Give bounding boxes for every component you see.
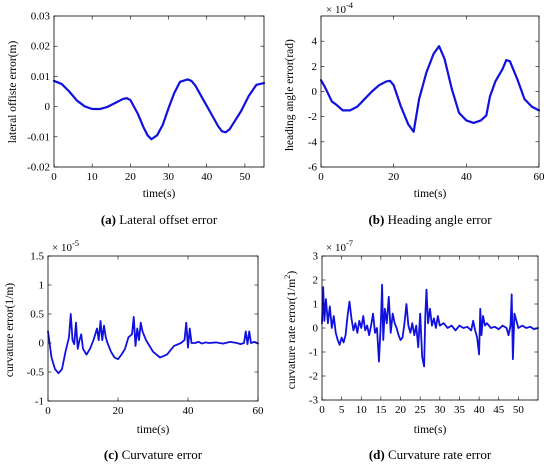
panel-b: × 10-4 time(s) heading angle error(rad) … (284, 0, 545, 227)
caption-a-tag: (a) (101, 212, 116, 227)
plot-b-exponent-base: × 10 (326, 4, 346, 16)
plot-d-series-line (321, 283, 539, 368)
plot-c-ytick-label: 0.5 (30, 309, 44, 321)
plot-b-ytick-label: 0 (312, 86, 318, 98)
plot-d-exponent-base: × 10 (326, 242, 346, 254)
plot-c-xtick-label: 60 (253, 405, 265, 417)
plot-a-ytick-label: 0.01 (31, 71, 50, 83)
plot-d-xtick-label: 35 (454, 404, 466, 416)
plot-d-ytick-label: 1 (313, 299, 319, 311)
caption-c-text: Curvature error (118, 447, 202, 462)
plot-a-ylabel: lateral offiste error(m) (7, 41, 19, 144)
caption-c-tag: (c) (104, 447, 118, 462)
plot-d-xlabel: time(s) (414, 424, 447, 436)
plot-b-ytick-label: -6 (308, 162, 318, 174)
plot-a-ytick-label: 0 (45, 101, 51, 113)
plot-c-ytick-label: 1.5 (30, 251, 44, 263)
plot-c-marks (47, 313, 259, 375)
plot-d-ytick-label: -2 (309, 371, 318, 383)
plot-b-series-line (319, 45, 541, 133)
plot-b-frame (320, 15, 540, 168)
plot-a-xtick-label: 0 (51, 171, 57, 183)
plot-b-exponent: × 10-4 (326, 0, 354, 16)
plot-d-ylabel-end: ) (286, 271, 298, 275)
plot-d-ytick-label: -3 (309, 395, 319, 407)
plot-c-frame (47, 255, 259, 402)
plot-d-xtick-label: 10 (356, 404, 368, 416)
plot-b-xtick-label: 20 (388, 171, 400, 183)
plot-d-ylabel: curvature rate error(1/m2) (282, 271, 298, 390)
caption-b-text: Heading angle error (384, 212, 492, 227)
plot-b-ytick-label: 2 (312, 61, 318, 73)
caption-d-tag: (d) (369, 447, 385, 462)
plot-d-xtick-label: 15 (375, 404, 387, 416)
plot-b-ylabel: heading angle error(rad) (284, 39, 296, 151)
plot-d-xtick-label: 25 (415, 404, 427, 416)
panel-d: × 10-7 time(s) curvature rate error(1/m2… (282, 238, 539, 462)
plot-a-xtick-label: 40 (201, 171, 213, 183)
plot-c-xtick-label: 0 (45, 405, 51, 417)
plot-c-exponent: × 10-5 (52, 238, 79, 254)
plot-d-xtick-label: 30 (434, 404, 446, 416)
panel-a: time(s) lateral offiste error(m) (a) Lat… (7, 11, 266, 227)
caption-b: (b) Heading angle error (368, 212, 492, 227)
plot-c-exponent-base: × 10 (52, 242, 72, 254)
plot-d-ytick-label: 2 (313, 275, 319, 287)
plot-b-ytick-label: -2 (308, 111, 317, 123)
plot-b-ytick-label: -4 (308, 136, 318, 148)
plot-c-series-line (47, 313, 259, 375)
plot-d-xtick-label: 50 (513, 404, 525, 416)
plot-a-xlabel: time(s) (143, 188, 176, 200)
plot-d-exponent: × 10-7 (326, 238, 353, 254)
plot-b-exponent-power: -4 (346, 0, 354, 10)
plot-b-xtick-label: 40 (461, 171, 473, 183)
plot-c-ytick-label: -1 (35, 396, 44, 408)
plot-b-xlabel: time(s) (414, 188, 447, 200)
plot-b-ytick-label: 4 (312, 36, 318, 48)
plot-a-xtick-label: 20 (125, 171, 137, 183)
plot-a-series-line (52, 78, 266, 141)
panel-c: × 10-5 time(s) curvature error(1/m) (c) … (4, 238, 264, 462)
plot-a-marks (52, 78, 266, 141)
plot-a-frame (53, 15, 265, 168)
plot-d-xtick-label: 5 (339, 404, 345, 416)
plot-d-ylabel-main: curvature rate error(1/m (286, 279, 298, 390)
plot-d-ylabel-sup: 2 (282, 275, 292, 279)
plot-c-ylabel: curvature error(1/m) (4, 283, 16, 377)
plot-d-ytick-label: -1 (309, 347, 318, 359)
plot-c-ytick-label: 0 (39, 338, 45, 350)
caption-b-tag: (b) (368, 212, 384, 227)
plot-a-ytick-label: 0.02 (31, 41, 50, 53)
caption-c: (c) Curvature error (104, 447, 203, 462)
plot-a-ytick-label: 0.03 (31, 11, 51, 23)
plot-d-marks (321, 283, 539, 368)
plot-d-ytick-label: 0 (313, 323, 319, 335)
plot-d-xtick-label: 0 (319, 404, 325, 416)
caption-d-text: Curvature rate error (385, 447, 492, 462)
plot-a-ytick-label: -0.02 (27, 162, 50, 174)
plot-a-ytick-label: -0.01 (27, 131, 50, 143)
plot-c-ytick-label: 1 (39, 280, 45, 292)
plot-c-xtick-label: 20 (113, 405, 125, 417)
plot-a-xtick-label: 50 (239, 171, 251, 183)
plot-b-marks (319, 45, 541, 133)
plot-b-xtick-label: 60 (534, 171, 546, 183)
plot-d-xtick-label: 45 (493, 404, 505, 416)
plot-b-xtick-label: 0 (318, 171, 324, 183)
plot-c-ytick-label: -0.5 (27, 367, 45, 379)
caption-d: (d) Curvature rate error (369, 447, 492, 462)
plot-d-ytick-label: 3 (313, 251, 319, 263)
plot-c-xlabel: time(s) (137, 424, 170, 436)
plot-c-exponent-power: -5 (72, 238, 79, 248)
caption-a: (a) Lateral offset error (101, 212, 218, 227)
plot-a-xtick-label: 30 (163, 171, 175, 183)
plot-d-xtick-label: 40 (474, 404, 486, 416)
plot-a-xtick-label: 10 (87, 171, 99, 183)
plot-d-exponent-power: -7 (346, 238, 353, 248)
caption-a-text: Lateral offset error (116, 212, 218, 227)
plot-c-xtick-label: 40 (183, 405, 195, 417)
plot-d-xtick-label: 20 (395, 404, 407, 416)
